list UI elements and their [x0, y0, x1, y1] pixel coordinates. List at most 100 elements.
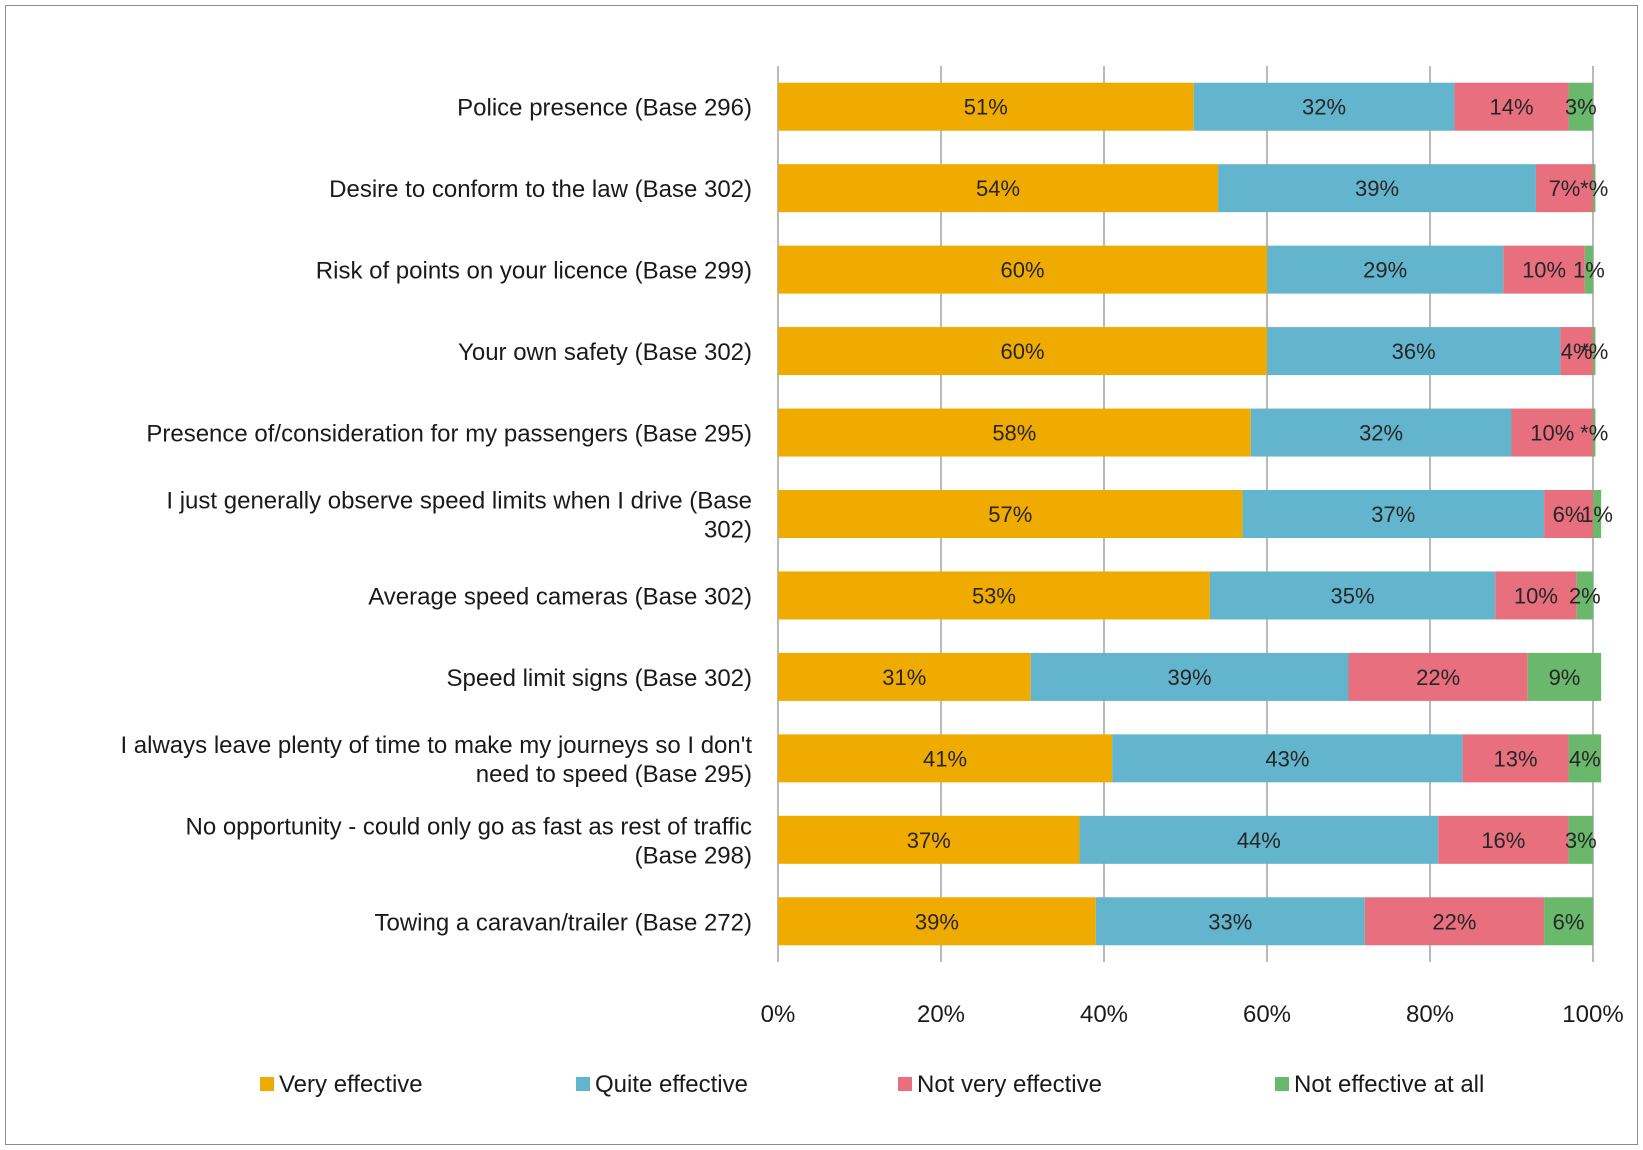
- bar-segment-not-very-effective: [1495, 571, 1577, 620]
- bar-row: 54% 39% 7% *%: [778, 164, 1608, 213]
- category-label: Police presence (Base 296): [457, 95, 752, 122]
- data-label: 57%: [988, 502, 1032, 527]
- bar-segment-not-effective-at-all: [1576, 571, 1593, 620]
- category-labels: Police presence (Base 296) Desire to conf…: [120, 95, 752, 937]
- data-label: 6%: [1553, 909, 1585, 934]
- category-label: I just generally observe speed limits wh…: [166, 488, 752, 544]
- bar-segment-not-very-effective: [1535, 164, 1593, 213]
- data-label: 2%: [1569, 583, 1601, 608]
- legend-swatch: [260, 1077, 274, 1091]
- category-label: No opportunity - could only go as fast a…: [185, 813, 752, 869]
- data-label: 54%: [976, 176, 1020, 201]
- legend-label: Very effective: [279, 1071, 423, 1098]
- data-label: 4%: [1561, 339, 1593, 364]
- data-label: 37%: [907, 828, 951, 853]
- bar-segment-not-effective-at-all: [1568, 815, 1593, 864]
- bar-row: 31% 39% 22% 9%: [778, 652, 1602, 701]
- bar-segment-quite-effective: [1030, 652, 1349, 701]
- data-label: 22%: [1432, 909, 1476, 934]
- bar-segment-very-effective: [778, 408, 1251, 457]
- data-label: 3%: [1565, 828, 1597, 853]
- bar-segment-not-effective-at-all: [1593, 408, 1596, 457]
- data-label: 1%: [1581, 502, 1613, 527]
- bar-row: 39% 33% 22% 6%: [778, 897, 1593, 946]
- bar-row: 37% 44% 16% 3%: [778, 815, 1597, 864]
- legend-swatch: [576, 1077, 590, 1091]
- x-tick-label: 20%: [917, 1001, 965, 1028]
- bar-segment-very-effective: [778, 327, 1267, 376]
- bar-segment-very-effective: [778, 490, 1243, 538]
- bar-segment-quite-effective: [1267, 245, 1504, 294]
- bar-segment-not-very-effective: [1454, 82, 1569, 131]
- data-label: 10%: [1530, 421, 1574, 446]
- data-label: 14%: [1489, 95, 1533, 120]
- data-label: 60%: [1000, 258, 1044, 283]
- bar-segment-not-very-effective: [1511, 408, 1593, 457]
- data-label: 41%: [923, 746, 967, 771]
- bar-segment-very-effective: [778, 652, 1031, 701]
- data-label: 22%: [1416, 665, 1460, 690]
- bar-segment-quite-effective: [1218, 164, 1536, 213]
- data-label: 58%: [992, 421, 1036, 446]
- bars: 51% 32% 14% 3% 54% 39% 7% *% 60% 29% 10% 1% 60% 36% 4%…: [778, 82, 1613, 946]
- legend-item-very-effective: Very effective: [260, 1071, 423, 1098]
- data-label: *%: [1580, 176, 1608, 201]
- bar-segment-not-very-effective: [1348, 652, 1528, 701]
- category-label: I always leave plenty of time to make my…: [120, 732, 752, 788]
- data-label: 51%: [964, 95, 1008, 120]
- bar-segment-very-effective: [778, 82, 1194, 131]
- legend-item-not-effective-at-all: Not effective at all: [1275, 1071, 1484, 1098]
- data-label: 13%: [1494, 746, 1538, 771]
- category-label: Speed limit signs (Base 302): [447, 665, 752, 692]
- data-label: 37%: [1371, 502, 1415, 527]
- legend-label: Quite effective: [595, 1071, 748, 1098]
- bar-segment-quite-effective: [1112, 734, 1463, 783]
- data-label: 32%: [1359, 421, 1403, 446]
- bar-row: 53% 35% 10% 2%: [778, 571, 1601, 620]
- bar-segment-quite-effective: [1079, 815, 1439, 864]
- bar-segment-not-very-effective: [1462, 734, 1569, 783]
- bar-segment-not-very-effective: [1438, 815, 1569, 864]
- category-label: Your own safety (Base 302): [458, 339, 752, 366]
- data-label: 9%: [1549, 665, 1581, 690]
- bar-segment-quite-effective: [1209, 571, 1496, 620]
- bar-segment-not-effective-at-all: [1584, 245, 1593, 294]
- data-label: 33%: [1208, 909, 1252, 934]
- category-label: Desire to conform to the law (Base 302): [329, 176, 752, 203]
- data-label: 3%: [1565, 95, 1597, 120]
- data-label: 39%: [1355, 176, 1399, 201]
- bar-segment-quite-effective: [1095, 897, 1365, 946]
- bar-row: 60% 29% 10% 1%: [778, 245, 1605, 294]
- bar-segment-very-effective: [778, 815, 1080, 864]
- data-label: 10%: [1514, 583, 1558, 608]
- data-label: 32%: [1302, 95, 1346, 120]
- legend: Very effective Quite effective Not very ef…: [260, 1071, 1484, 1098]
- legend-label: Not effective at all: [1294, 1071, 1484, 1098]
- data-label: 53%: [972, 583, 1016, 608]
- bar-segment-not-very-effective: [1544, 490, 1593, 538]
- data-label: 6%: [1553, 502, 1585, 527]
- legend-item-quite-effective: Quite effective: [576, 1071, 748, 1098]
- category-label: Presence of/consideration for my passeng…: [146, 421, 752, 448]
- bar-row: 51% 32% 14% 3%: [778, 82, 1597, 131]
- x-tick-label: 0%: [761, 1001, 796, 1028]
- bar-segment-very-effective: [778, 571, 1210, 620]
- data-label: 43%: [1265, 746, 1309, 771]
- legend-item-not-very-effective: Not very effective: [898, 1071, 1102, 1098]
- bar-segment-not-effective-at-all: [1568, 734, 1602, 783]
- bar-row: 60% 36% 4%*%: [778, 327, 1608, 376]
- data-label: 7%: [1549, 176, 1581, 201]
- bar-segment-not-effective-at-all: [1527, 652, 1602, 701]
- bar-segment-quite-effective: [1267, 327, 1561, 376]
- bar-segment-quite-effective: [1242, 490, 1545, 538]
- x-tick-label: 40%: [1080, 1001, 1128, 1028]
- bar-row: 58% 32% 10% *%: [778, 408, 1608, 457]
- data-label: 39%: [915, 909, 959, 934]
- bar-segment-not-effective-at-all: [1568, 82, 1593, 131]
- data-label: 31%: [882, 665, 926, 690]
- x-axis-tick-labels: 0% 20% 40% 60% 80% 100%: [761, 1001, 1624, 1028]
- bar-segment-not-very-effective: [1560, 327, 1593, 376]
- legend-label: Not very effective: [917, 1071, 1102, 1098]
- category-label: Average speed cameras (Base 302): [368, 583, 752, 610]
